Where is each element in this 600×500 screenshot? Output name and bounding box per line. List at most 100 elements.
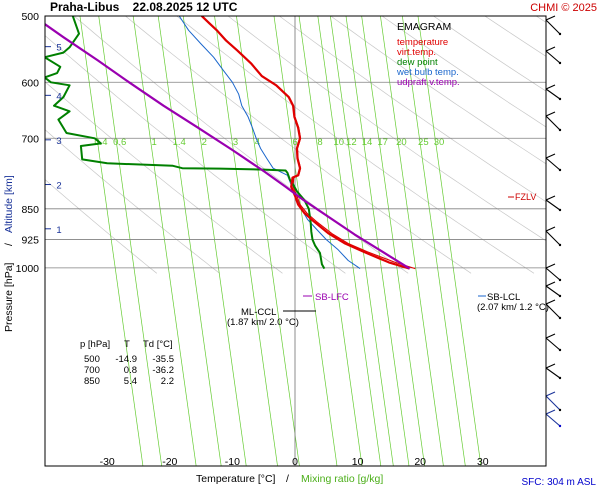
temperature-tick-label: 20 [414,456,426,468]
mixing-ratio-label: 12 [346,137,357,148]
wind-barb-station [558,128,562,132]
wind-barbs [545,15,562,428]
mixing-ratio-line [345,16,410,466]
mixing-ratio-line [273,16,338,466]
dry-adiabat-line [227,16,546,242]
fzlv-label: FZLV [515,192,536,202]
plot-frame [44,15,547,467]
mixing-ratio-label: 8 [317,137,322,148]
wind-barb-station [558,316,562,320]
mixing-ratio-line [132,16,197,466]
wind-barb-staff [545,88,561,100]
x-axis-separator: / [286,473,289,485]
wind-barb [545,363,562,380]
wind-barb-feather [545,111,556,117]
x-axis-label-temperature: Temperature [°C] [196,473,276,485]
table-cell: 850 [84,376,100,387]
wind-barb [545,391,562,412]
mixing-ratio-label: 1 [152,137,157,148]
pressure-tick-label: 600 [21,77,39,89]
wind-barb-station [558,61,562,65]
mixing-ratio-line [79,16,144,466]
y-axis-label-pressure: Pressure [hPa] [3,262,15,332]
wind-barb-staff [545,267,561,281]
wind-barb-station [558,208,562,212]
altitude-tick-label: 3 [56,136,61,147]
table-cell: -35.5 [152,354,174,365]
wind-barb-station [558,97,562,101]
wind-barb-feather [545,391,556,397]
annotations: FZLV SB-LFC ML-CCL (1.87 km/ 2.0 °C) SB-… [227,192,549,328]
wind-barb-staff [545,19,561,35]
wind-barb-station [558,294,562,298]
altitude-tick-label: 1 [56,225,61,236]
dry-adiabat-line [45,179,158,274]
temperature-tick-label: -10 [225,456,240,468]
dry-adiabat-line [124,16,472,274]
dry-adiabat-line [45,129,220,274]
wind-barb [545,84,562,101]
dry-adiabat-line [330,16,546,165]
table-cell: 2.2 [161,376,174,387]
table-cell: 0.8 [124,365,137,376]
legend-title: EMAGRAM [397,21,451,33]
temperature-tick-label: 30 [477,456,489,468]
temperature-tick-labels: -30 -20 -10 0 10 20 30 [100,456,489,468]
temperature-tick-label: 0 [292,456,298,468]
pressure-tick-label: 850 [21,204,39,216]
table-cell: 700 [84,365,100,376]
wind-barb-station [558,348,562,352]
mixing-ratio-line [157,16,222,466]
mixing-ratio-label: 3 [233,137,238,148]
sb-lfc-label: SB-LFC [315,292,349,303]
wind-barb-station [558,424,562,428]
mixing-ratio-label: 0.6 [113,137,126,148]
profile-series [45,16,416,270]
ml-ccl-label: ML-CCL [241,307,276,318]
table-cell: -14.9 [115,354,137,365]
altitude-tick-label: 4 [56,91,61,102]
mixing-ratio-line [214,16,278,466]
pressure-tick-label: 700 [21,133,39,145]
wind-barb-staff [545,285,561,297]
y-axis-label-altitude: Altitude [km] [3,175,15,233]
table-header-p: p [hPa] [80,339,110,350]
wind-barb [545,153,562,172]
wind-barb-staff [545,199,561,211]
mixing-ratio-line [329,16,394,466]
wind-barb [545,333,562,352]
wind-barb-station [558,376,562,380]
dry-adiabats [45,16,546,274]
pressure-tick-label: 925 [21,235,39,247]
wind-barb-staff [545,115,561,131]
dry-adiabat-line [45,81,283,274]
dry-adiabat-line [45,35,346,274]
wind-barb-station [558,408,562,412]
series-line-udpraft-v-temp [45,22,411,270]
sb-lcl-detail: (2.07 km/ 1.2 °C) [477,302,549,313]
mixing-ratio-label: 20 [396,137,407,148]
mixing-ratio-label: 1.4 [173,137,186,148]
series-line-wet-bulb-temp [178,16,361,270]
mixing-ratio-label: 25 [418,137,429,148]
wind-barb-feather [545,84,556,90]
mixing-ratio-line [298,16,363,466]
mixing-ratio-label: 17 [377,137,388,148]
wind-barb-staff [545,395,561,411]
mixing-ratio-label: 30 [434,137,445,148]
dry-adiabat-line [73,16,409,274]
table-cell: 5.4 [124,376,137,387]
table-cell: 500 [84,354,100,365]
pressure-tick-label: 500 [21,11,39,23]
dry-adiabat-line [278,16,546,203]
mixing-ratio-line [401,16,466,466]
legend-wet-bulb: wet bulb temp. [396,67,459,78]
sb-lcl-label: SB-LCL [487,292,520,303]
mixing-ratio-line [317,16,382,466]
wind-barb-station [558,32,562,36]
wind-barb [545,263,562,282]
temperature-tick-label: 10 [352,456,364,468]
pressure-tick-labels: 500 600 700 850 925 1000 [16,11,40,275]
wind-barb-staff [545,303,561,319]
wind-barb-feather [545,153,556,159]
